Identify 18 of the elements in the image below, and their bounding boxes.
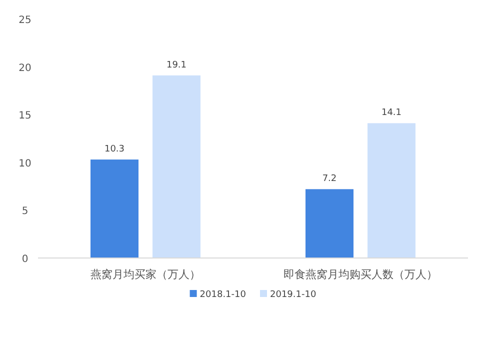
y-tick-label: 0: [22, 254, 28, 265]
bar: [368, 123, 416, 258]
y-tick-label: 20: [18, 62, 32, 74]
y-tick-label: 10: [18, 158, 32, 170]
legend-label: 2019.1-10: [270, 290, 316, 300]
x-tick-label: 燕窝月均买家（万人）: [90, 268, 200, 281]
bar: [90, 160, 138, 258]
bar: [152, 75, 200, 258]
data-label: 14.1: [381, 108, 402, 118]
x-tick-label: 即食燕窝月均购买人数（万人）: [284, 268, 438, 281]
y-tick-label: 5: [22, 206, 28, 218]
data-label: 7.2: [322, 174, 337, 184]
y-tick-label: 15: [18, 110, 32, 122]
legend-label: 2018.1-10: [200, 290, 246, 300]
data-label: 10.3: [104, 144, 125, 155]
bar: [306, 189, 354, 258]
y-tick-label: 25: [18, 15, 32, 26]
data-label: 19.1: [166, 60, 187, 70]
